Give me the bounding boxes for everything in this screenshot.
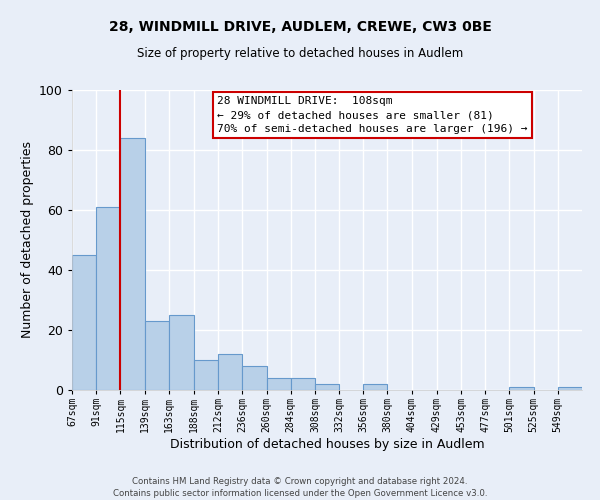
Bar	[509, 387, 533, 390]
Bar	[72, 255, 96, 390]
Bar	[363, 384, 388, 390]
Bar	[121, 138, 145, 390]
Bar	[315, 384, 339, 390]
Text: Contains HM Land Registry data © Crown copyright and database right 2024.
Contai: Contains HM Land Registry data © Crown c…	[113, 476, 487, 498]
Y-axis label: Number of detached properties: Number of detached properties	[20, 142, 34, 338]
Text: Size of property relative to detached houses in Audlem: Size of property relative to detached ho…	[137, 48, 463, 60]
Bar	[558, 387, 582, 390]
Bar	[194, 360, 218, 390]
Text: 28 WINDMILL DRIVE:  108sqm
← 29% of detached houses are smaller (81)
70% of semi: 28 WINDMILL DRIVE: 108sqm ← 29% of detac…	[217, 96, 528, 134]
Bar	[218, 354, 242, 390]
Bar	[145, 321, 169, 390]
Bar	[169, 315, 194, 390]
Text: 28, WINDMILL DRIVE, AUDLEM, CREWE, CW3 0BE: 28, WINDMILL DRIVE, AUDLEM, CREWE, CW3 0…	[109, 20, 491, 34]
X-axis label: Distribution of detached houses by size in Audlem: Distribution of detached houses by size …	[170, 438, 484, 451]
Bar	[291, 378, 315, 390]
Bar	[266, 378, 291, 390]
Bar	[242, 366, 266, 390]
Bar	[96, 207, 121, 390]
